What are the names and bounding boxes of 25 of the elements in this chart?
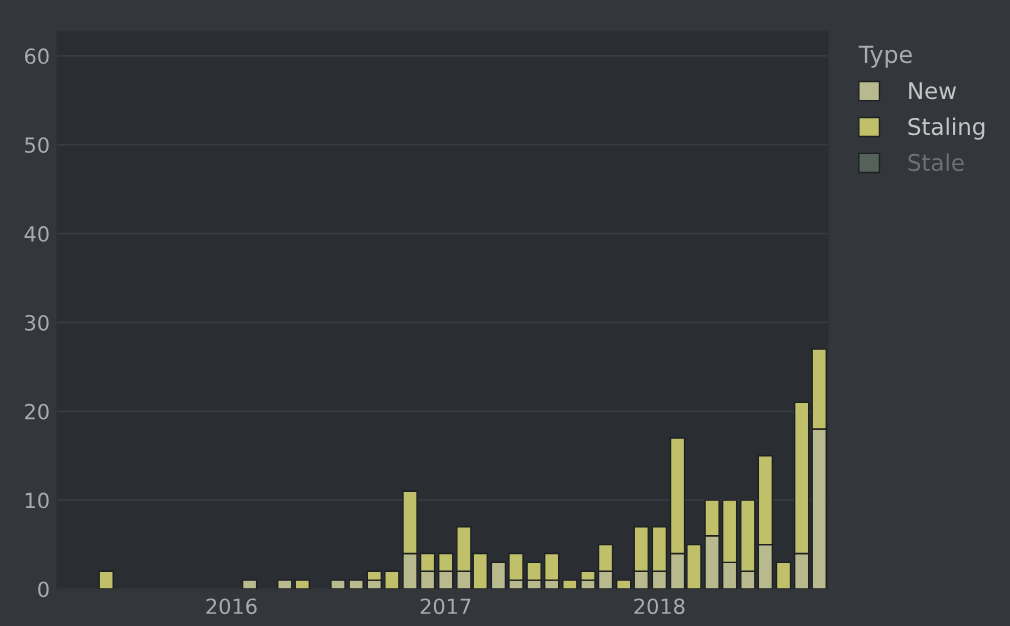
- x-tick-label: 2016: [206, 598, 257, 615]
- x-tick-label: 2018: [634, 598, 685, 615]
- legend-title: Type: [858, 45, 912, 68]
- legend-label: Stale: [908, 153, 964, 172]
- y-tick-label: 10: [25, 492, 49, 509]
- bar: [562, 579, 578, 589]
- y-tick-label: 0: [38, 581, 49, 598]
- bar: [615, 579, 632, 589]
- y-tick-label: 40: [24, 226, 49, 242]
- bar: [348, 579, 364, 589]
- y-tick-label: 60: [25, 48, 49, 65]
- bar: [98, 570, 114, 589]
- bar: [294, 579, 311, 589]
- y-tick-label: 30: [25, 314, 49, 331]
- bar: [330, 579, 346, 589]
- y-tick-label: 20: [25, 403, 49, 420]
- bar: [490, 561, 507, 589]
- legend-label: New: [909, 82, 956, 100]
- legend-label: Staling: [908, 117, 985, 140]
- x-tick-label: 2017: [420, 598, 471, 615]
- bar: [384, 570, 400, 589]
- bar: [241, 579, 258, 589]
- bar: [775, 561, 792, 589]
- y-tick-label: 50: [25, 137, 49, 153]
- bar: [277, 579, 293, 589]
